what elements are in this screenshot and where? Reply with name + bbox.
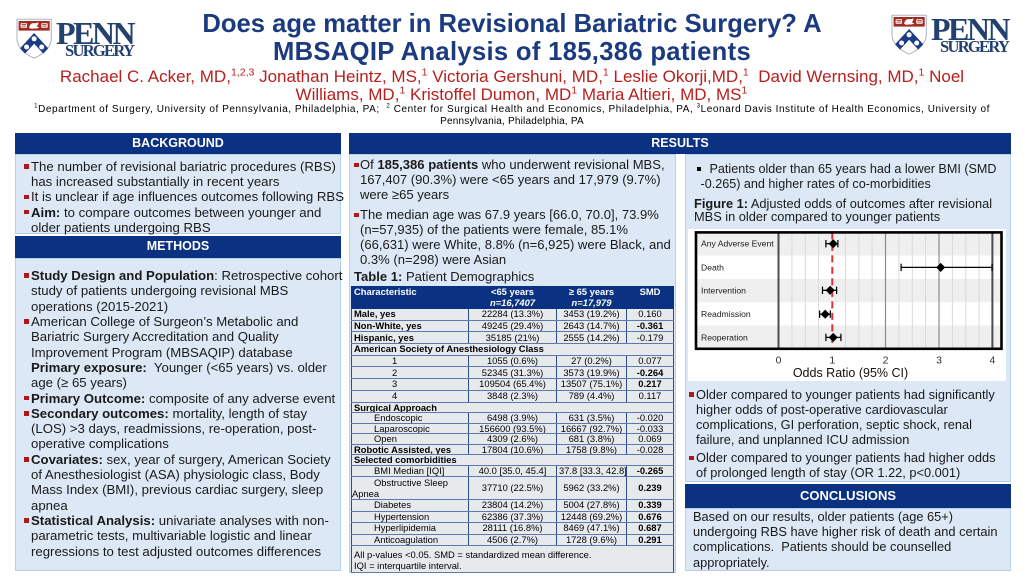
svg-text:3: 3	[936, 355, 942, 367]
svg-text:Reoperation: Reoperation	[701, 332, 748, 342]
svg-text:4: 4	[989, 355, 995, 367]
svg-text:Readmission: Readmission	[701, 309, 751, 319]
svg-text:Odds Ratio (95% CI): Odds Ratio (95% CI)	[793, 366, 908, 380]
svg-text:1: 1	[829, 355, 835, 367]
svg-text:Death: Death	[701, 262, 724, 272]
svg-text:2: 2	[883, 355, 889, 367]
svg-text:Any Adverse Event: Any Adverse Event	[701, 239, 774, 249]
svg-text:Intervention: Intervention	[701, 285, 746, 295]
svg-text:0: 0	[776, 355, 782, 367]
